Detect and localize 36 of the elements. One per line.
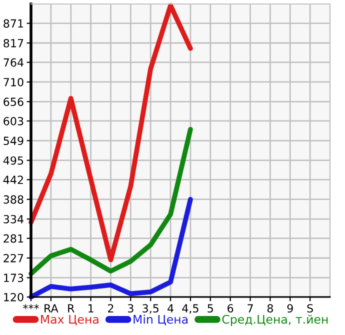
x-tick-label: 8 [267, 304, 273, 313]
y-tick-label: 173 [4, 274, 24, 282]
y-tick-label: 603 [4, 116, 24, 126]
line-series [28, 196, 193, 300]
y-tick-label: 871 [4, 19, 24, 28]
line-series [28, 126, 193, 276]
x-tick-label: R [68, 304, 74, 312]
y-tick-label: 656 [4, 98, 24, 106]
y-tick-label: 442 [3, 176, 23, 184]
x-tick-label: 5 [208, 304, 213, 313]
legend-label: Max Цена [41, 314, 98, 326]
x-tick-label: *** [23, 304, 39, 310]
x-tick-label: 3,5 [142, 304, 158, 314]
x-tick-label: 9 [287, 304, 293, 313]
x-tick-label: 4 [168, 304, 174, 312]
x-tick-label: 4,5 [182, 304, 198, 314]
y-tick-label: 227 [4, 254, 24, 262]
legend-label: Сред.Цена, т.йен [222, 314, 328, 326]
x-tick-label: 7 [248, 304, 253, 312]
x-tick-label: 6 [228, 304, 234, 313]
y-tick-label: 495 [3, 156, 24, 165]
x-tick-label: 3 [128, 304, 134, 313]
legend-label: Min Цена [134, 314, 188, 326]
y-tick-label: 388 [4, 195, 24, 204]
y-tick-label: 817 [4, 38, 24, 48]
y-tick-label: 120 [4, 292, 24, 302]
x-tick-label: 1 [88, 304, 94, 312]
x-tick-label: RA [44, 304, 58, 312]
y-tick-label: 710 [4, 78, 24, 86]
y-tick-label: 281 [4, 234, 24, 243]
y-tick-label: 334 [4, 214, 24, 224]
y-tick-label: 764 [4, 58, 24, 67]
line-series [28, 3, 193, 262]
x-tick-label: 2 [108, 304, 114, 312]
y-tick-label: 549 [4, 136, 24, 146]
x-tick-label: S [307, 304, 313, 313]
